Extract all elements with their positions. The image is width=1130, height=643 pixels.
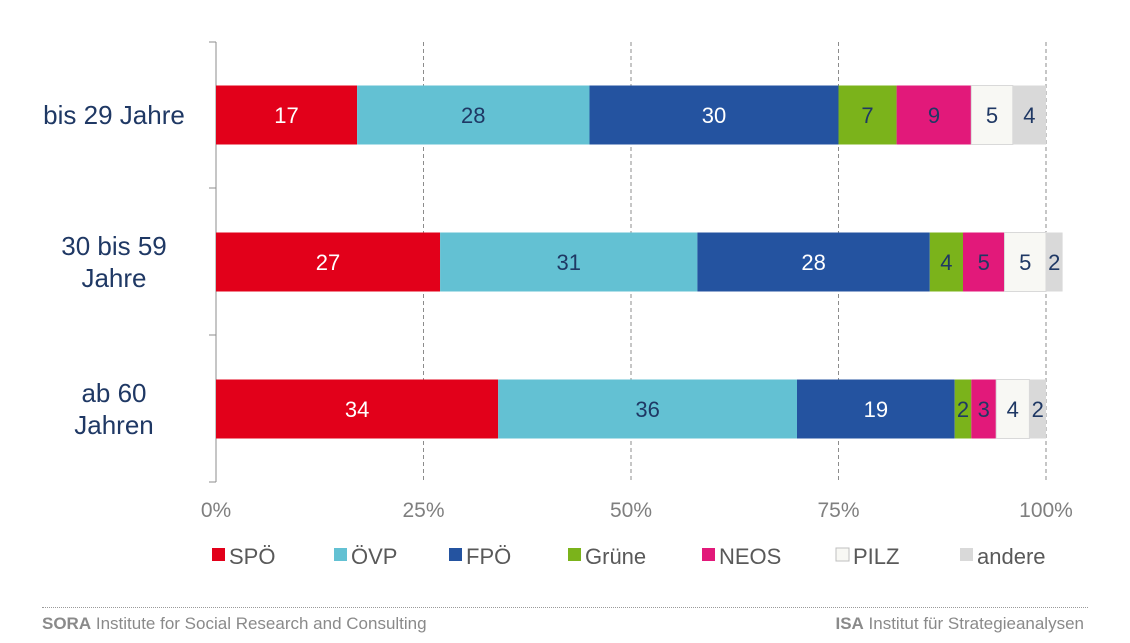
- data-label: 2: [1032, 397, 1044, 422]
- legend-swatch: [449, 548, 462, 561]
- bar-segment: [498, 379, 797, 439]
- data-label: 19: [864, 397, 888, 422]
- legend-label: Grüne: [585, 544, 646, 569]
- data-label: 36: [635, 397, 659, 422]
- legend-swatch: [334, 548, 347, 561]
- legend-swatch: [960, 548, 973, 561]
- data-label: 5: [978, 250, 990, 275]
- footer-sora: SORA Institute for Social Research and C…: [42, 614, 427, 634]
- legend-label: SPÖ: [229, 544, 275, 569]
- data-label: 17: [274, 103, 298, 128]
- bar-segment: [954, 379, 972, 439]
- bar-segment: [797, 379, 955, 439]
- legend-label: FPÖ: [466, 544, 511, 569]
- x-tick-label: 50%: [610, 499, 652, 522]
- data-label: 3: [978, 397, 990, 422]
- bar-segment: [896, 85, 972, 145]
- bar-segment: [216, 232, 441, 292]
- category-label-line: Jahren: [74, 410, 154, 440]
- data-label: 27: [316, 250, 340, 275]
- bar-segment: [216, 379, 499, 439]
- data-label: 4: [940, 250, 952, 275]
- bar-segment: [1012, 85, 1046, 145]
- category-label-line: ab 60: [81, 378, 146, 408]
- category-label: 30 bis 59 Jahre: [61, 231, 167, 293]
- bar-segment: [1029, 379, 1046, 439]
- bar-segment: [929, 232, 963, 292]
- data-label: 7: [861, 103, 873, 128]
- bar-segment: [838, 85, 897, 145]
- bar-segment: [216, 85, 358, 145]
- x-tick-label: 100%: [1019, 499, 1073, 522]
- footer-isa-bold: ISA: [835, 614, 864, 633]
- data-label: 9: [928, 103, 940, 128]
- bar-segment: [970, 85, 1014, 145]
- legend-label: NEOS: [719, 544, 781, 569]
- legend-swatch: [835, 547, 850, 562]
- data-label: 2: [1048, 250, 1060, 275]
- legend-label: andere: [977, 544, 1046, 569]
- bar-segment: [963, 232, 1005, 292]
- bar-segment: [1004, 232, 1047, 292]
- data-label: 31: [557, 250, 581, 275]
- bar-segment: [697, 232, 930, 292]
- footer-isa: ISA Institut für Strategieanalysen: [835, 614, 1084, 634]
- data-label: 30: [702, 103, 726, 128]
- bar-segment: [971, 379, 997, 439]
- category-label: ab 60 Jahren: [74, 378, 154, 440]
- x-tick-label: 0%: [201, 499, 231, 522]
- legend-swatch: [702, 548, 715, 561]
- footer-sora-bold: SORA: [42, 614, 92, 633]
- legend-label: PILZ: [853, 544, 899, 569]
- data-label: 2: [957, 397, 969, 422]
- legend-label: ÖVP: [351, 544, 397, 569]
- bar-segment: [1046, 232, 1063, 292]
- x-tick-label: 75%: [817, 499, 859, 522]
- data-label: 5: [1019, 250, 1031, 275]
- footer-sora-text: Institute for Social Research and Consul…: [91, 614, 427, 633]
- data-label: 5: [986, 103, 998, 128]
- data-label: 28: [461, 103, 485, 128]
- category-label-line: 30 bis 59: [61, 231, 167, 261]
- bar-segment: [589, 85, 839, 145]
- bar-segment: [440, 232, 698, 292]
- data-label: 4: [1023, 103, 1035, 128]
- legend-swatch: [568, 548, 581, 561]
- footer-isa-text: Institut für Strategieanalysen: [863, 614, 1084, 633]
- bar-segment: [995, 379, 1030, 439]
- footer-divider: [42, 607, 1088, 608]
- category-label-line: Jahre: [81, 263, 146, 293]
- bar-segment: [357, 85, 590, 145]
- x-tick-label: 25%: [402, 499, 444, 522]
- data-label: 34: [345, 397, 369, 422]
- category-label-line: bis 29 Jahre: [43, 100, 185, 130]
- data-label: 4: [1007, 397, 1019, 422]
- category-label: bis 29 Jahre: [43, 100, 185, 130]
- legend-swatch: [212, 548, 225, 561]
- data-label: 28: [801, 250, 825, 275]
